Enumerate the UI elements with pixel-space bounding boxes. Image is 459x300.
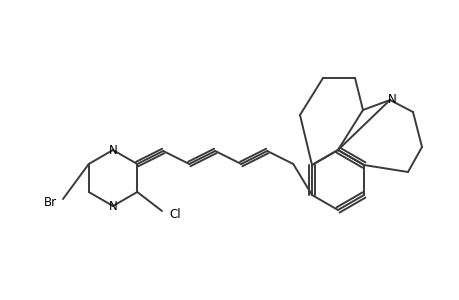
Text: N: N [387,92,396,106]
Text: N: N [108,143,117,157]
Text: Br: Br [43,196,56,208]
Text: Cl: Cl [169,208,180,221]
Text: N: N [108,200,117,212]
